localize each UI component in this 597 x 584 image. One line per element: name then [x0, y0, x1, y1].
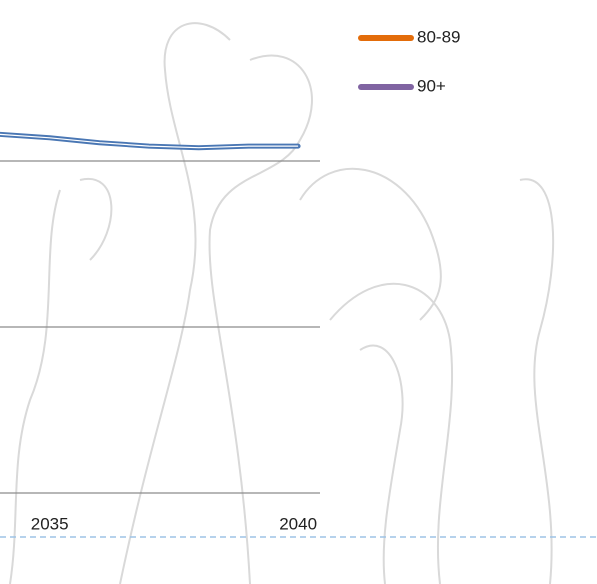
legend-label: 80-89 — [417, 27, 460, 46]
x-tick-label: 2040 — [279, 514, 317, 533]
legend-label: 90+ — [417, 76, 446, 95]
series-line-highlight — [0, 133, 299, 149]
background-sketch — [9, 22, 555, 584]
x-tick-label: 2035 — [31, 514, 69, 533]
